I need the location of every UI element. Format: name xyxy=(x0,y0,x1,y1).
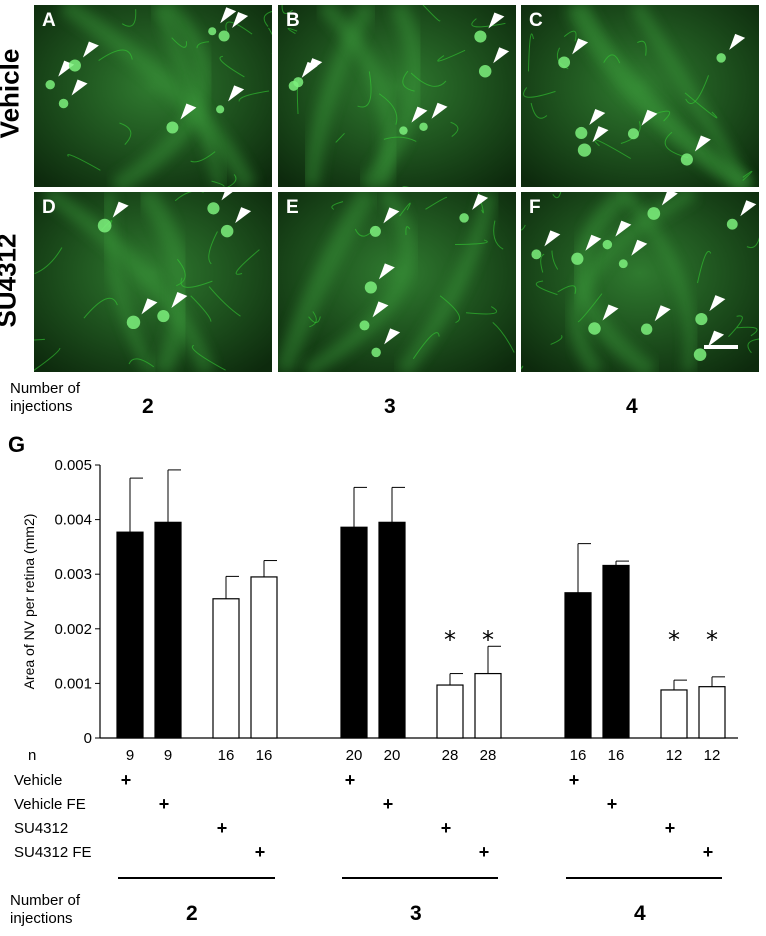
n-value: 16 xyxy=(608,747,625,764)
n-value: 12 xyxy=(666,747,683,764)
bar xyxy=(154,521,182,739)
row-label-vehicle-treatment: Vehicle xyxy=(14,772,63,789)
panel-letter-f: F xyxy=(529,197,541,218)
micrograph-panel-a xyxy=(34,5,272,187)
injections-label-top: Number of injections xyxy=(10,380,81,415)
y-tick-label: 0.005 xyxy=(54,457,92,474)
bar xyxy=(116,531,144,739)
n-value: 9 xyxy=(126,747,134,764)
bar xyxy=(698,686,726,739)
micrograph-panel-c xyxy=(521,5,759,187)
plus-sign: + xyxy=(441,818,452,838)
bar xyxy=(474,672,502,739)
injection-number-top-4: 4 xyxy=(626,395,638,418)
bar xyxy=(212,598,240,739)
injection-number-top-2: 2 xyxy=(142,395,154,418)
n-value: 9 xyxy=(164,747,172,764)
injection-number-bottom-3: 3 xyxy=(410,902,422,925)
injection-number-bottom-2: 2 xyxy=(186,902,198,925)
n-value: 16 xyxy=(570,747,587,764)
plus-sign: + xyxy=(383,794,394,814)
bar xyxy=(564,592,592,739)
y-tick-label: 0.004 xyxy=(54,512,92,529)
plus-sign: + xyxy=(255,842,266,862)
plus-sign: + xyxy=(569,770,580,790)
n-value: 28 xyxy=(442,747,459,764)
y-tick-label: 0.003 xyxy=(54,566,92,583)
panel-letter-d: D xyxy=(42,197,56,218)
injection-number-top-3: 3 xyxy=(384,395,396,418)
n-value: 28 xyxy=(480,747,497,764)
micrograph-panel-f xyxy=(521,192,759,372)
panel-letter-a: A xyxy=(42,10,56,31)
plus-sign: + xyxy=(217,818,228,838)
n-value: 12 xyxy=(704,747,721,764)
micrograph-panel-e xyxy=(278,192,516,372)
panel-letter-g: G xyxy=(8,432,26,457)
significance-marker: * xyxy=(482,626,494,654)
y-tick-label: 0 xyxy=(84,730,92,747)
plus-sign: + xyxy=(121,770,132,790)
panel-letter-b: B xyxy=(286,10,300,31)
plus-sign: + xyxy=(607,794,618,814)
bar xyxy=(602,564,630,739)
n-value: 20 xyxy=(346,747,363,764)
panel-letter-e: E xyxy=(286,197,299,218)
bar xyxy=(436,684,464,739)
plus-sign: + xyxy=(665,818,676,838)
scale-bar xyxy=(704,345,738,349)
n-value: 20 xyxy=(384,747,401,764)
y-axis-label: Area of NV per retina (mm2) xyxy=(21,514,37,690)
bar xyxy=(660,689,688,739)
y-tick-label: 0.001 xyxy=(54,675,92,692)
significance-marker: * xyxy=(706,626,718,654)
injection-number-bottom-4: 4 xyxy=(634,902,646,925)
bar xyxy=(250,576,278,739)
significance-marker: * xyxy=(668,626,680,654)
micrograph-panel-b xyxy=(278,5,516,187)
row-label-vehicle-fe-treatment: Vehicle FE xyxy=(14,796,86,813)
row-label-su4312-treatment: SU4312 xyxy=(14,820,69,837)
injections-label-bottom: Number of injections xyxy=(10,892,81,927)
plus-sign: + xyxy=(703,842,714,862)
n-value: 16 xyxy=(256,747,273,764)
n-label: n xyxy=(28,747,36,764)
row-label-su4312-fe-treatment: SU4312 FE xyxy=(14,844,92,861)
significance-marker: * xyxy=(444,626,456,654)
micrograph-panel-d xyxy=(34,192,272,372)
bar xyxy=(378,521,406,739)
n-value: 16 xyxy=(218,747,235,764)
plus-sign: + xyxy=(159,794,170,814)
plus-sign: + xyxy=(479,842,490,862)
bar xyxy=(340,526,368,739)
y-tick-label: 0.002 xyxy=(54,621,92,638)
panel-letter-c: C xyxy=(529,10,543,31)
plus-sign: + xyxy=(345,770,356,790)
